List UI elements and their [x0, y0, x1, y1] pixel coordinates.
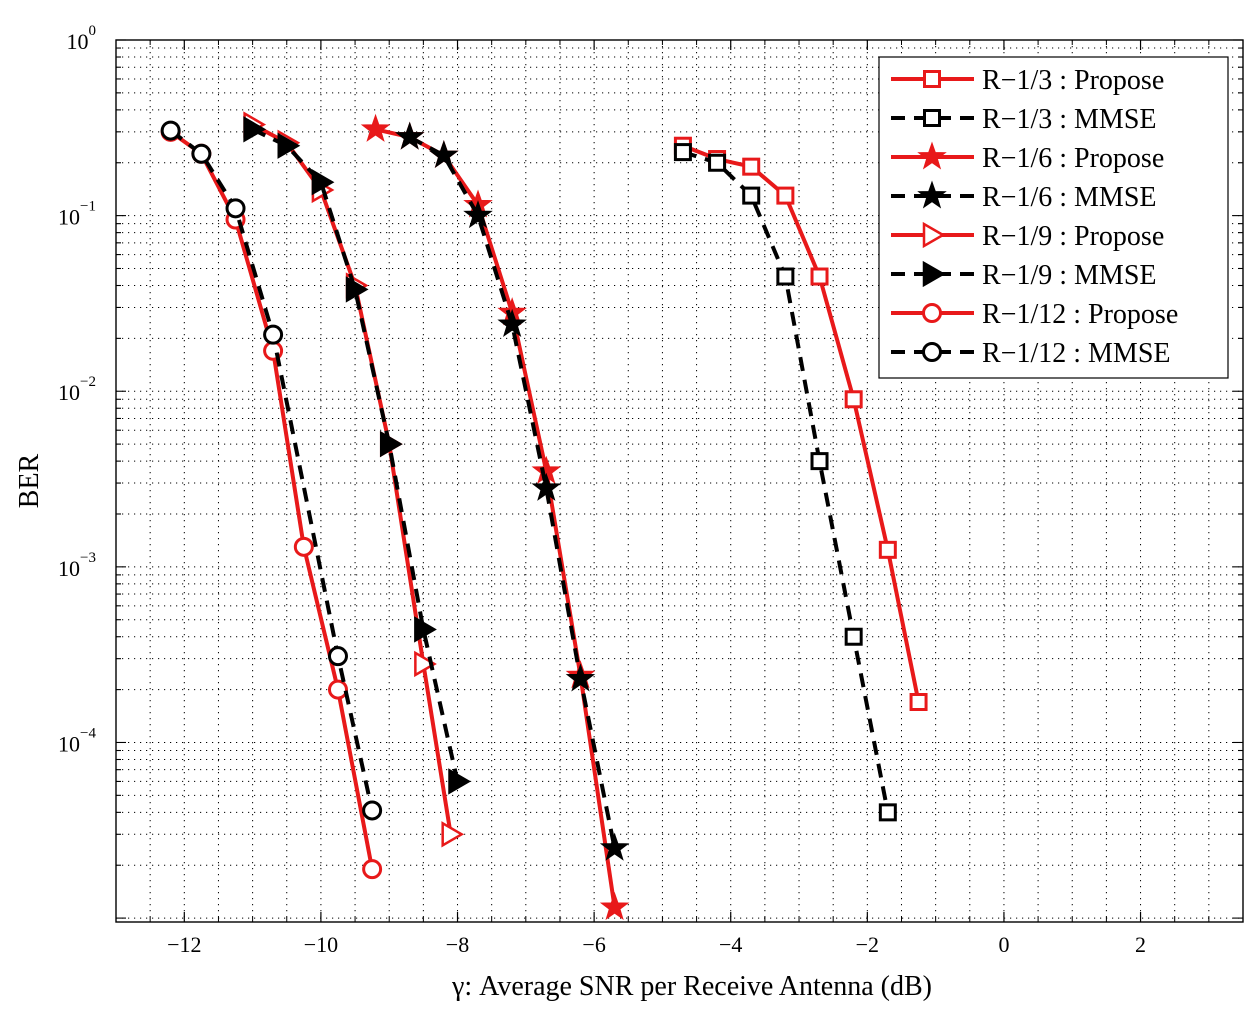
- data-point: [742, 186, 761, 205]
- y-tick-label: 10−4: [58, 725, 96, 756]
- y-tick-label: 10−3: [58, 550, 96, 581]
- legend-label: R−1/9 : Propose: [982, 221, 1164, 252]
- data-point: [878, 803, 897, 822]
- data-point: [776, 267, 795, 286]
- data-point: [742, 157, 761, 176]
- data-point: [225, 198, 246, 219]
- x-tick-label: −4: [719, 932, 742, 957]
- legend-marker: [922, 342, 942, 362]
- data-point: [673, 143, 692, 162]
- legend-label: R−1/12 : Propose: [982, 299, 1178, 330]
- x-tick-label: −10: [304, 932, 338, 957]
- legend-marker: [922, 221, 946, 249]
- series-7: [160, 120, 383, 821]
- legend: R−1/3 : Propose R−1/3 : MMSE R−1/6 : Propo…: [878, 56, 1229, 379]
- data-point: [463, 200, 493, 229]
- x-tick-label: 2: [1135, 932, 1146, 957]
- legend-label: R−1/9 : MMSE: [982, 260, 1157, 291]
- data-point: [293, 536, 314, 557]
- data-point: [327, 646, 348, 667]
- legend-marker: [917, 180, 947, 209]
- data-point: [599, 891, 630, 920]
- legend-marker: [922, 303, 942, 323]
- plot-frame: [115, 39, 1244, 923]
- data-point: [394, 121, 425, 150]
- data-point: [565, 663, 596, 692]
- data-point: [311, 169, 335, 196]
- y-tick-label: 10−2: [58, 374, 96, 405]
- y-tick-label: 100: [67, 23, 97, 54]
- data-point: [277, 132, 301, 159]
- data-point: [708, 153, 727, 172]
- data-point: [844, 390, 863, 409]
- axes: −12 −10 −8 −6 −4 −2 0 2 100 10−1 10−2 10−3 10−4: [58, 23, 1244, 957]
- data-point: [441, 821, 465, 848]
- legend-label: R−1/3 : MMSE: [982, 104, 1157, 135]
- legend-marker: [922, 260, 946, 288]
- data-point: [810, 452, 829, 471]
- x-tick-label: −12: [167, 932, 201, 957]
- data-point: [776, 186, 795, 205]
- x-tick-label: −2: [856, 932, 879, 957]
- data-point: [810, 267, 829, 286]
- x-axis-label: γ: Average SNR per Receive Antenna (dB): [451, 971, 932, 1002]
- data-point: [263, 324, 284, 345]
- data-point: [345, 276, 369, 303]
- data-point: [448, 768, 472, 795]
- x-tick-label: −6: [582, 932, 605, 957]
- y-axis-label: BER: [14, 453, 45, 508]
- data-point: [497, 308, 527, 338]
- data-point: [362, 800, 383, 821]
- legend-marker: [923, 70, 941, 88]
- y-tick-label: 10−1: [58, 199, 96, 230]
- data-point: [599, 832, 630, 861]
- data-point: [909, 692, 928, 711]
- data-point: [844, 627, 863, 646]
- data-point: [360, 113, 391, 142]
- data-point: [362, 859, 383, 880]
- legend-label: R−1/3 : Propose: [982, 65, 1164, 96]
- series-group: [160, 111, 928, 920]
- legend-label: R−1/6 : MMSE: [982, 182, 1157, 213]
- data-point: [327, 679, 348, 700]
- x-tick-label: 0: [998, 932, 1009, 957]
- series-5: [243, 116, 472, 795]
- legend-label: R−1/12 : MMSE: [982, 338, 1171, 369]
- data-point: [414, 616, 437, 643]
- data-point: [379, 430, 403, 458]
- data-point: [531, 472, 562, 501]
- x-tick-label: −8: [446, 932, 469, 957]
- series-1: [673, 143, 897, 822]
- data-point: [191, 143, 212, 164]
- legend-marker: [917, 141, 947, 170]
- data-point: [414, 650, 437, 678]
- data-point: [429, 139, 459, 169]
- data-point: [243, 116, 267, 143]
- data-point: [160, 120, 181, 141]
- legend-marker: [923, 109, 941, 127]
- series-3: [394, 121, 630, 861]
- data-point: [878, 540, 897, 559]
- legend-label: R−1/6 : Propose: [982, 143, 1164, 174]
